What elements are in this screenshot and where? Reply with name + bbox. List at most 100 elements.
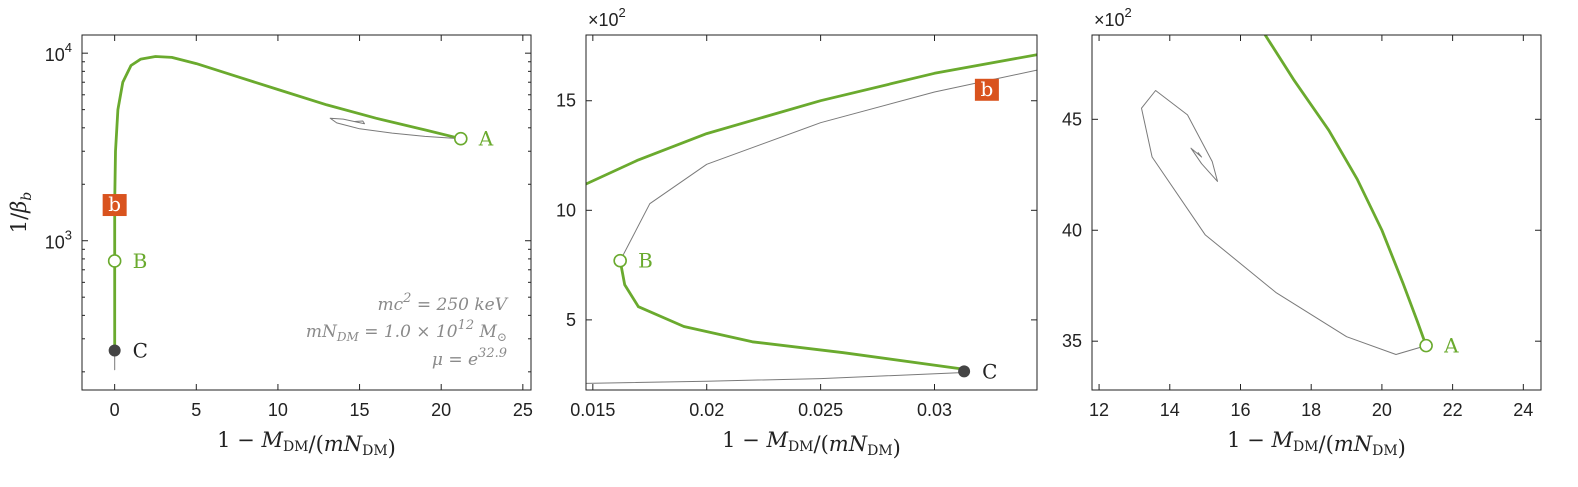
- x-tick-label: 0.03: [917, 400, 952, 420]
- x-tick-label: 0.02: [689, 400, 724, 420]
- x-tick-label: 0: [110, 400, 120, 420]
- point-label: C: [982, 359, 997, 383]
- axes-frame: [1091, 34, 1542, 391]
- x-tick-label: 20: [431, 400, 451, 420]
- x-axis-label-part: M: [765, 428, 788, 452]
- param-part: = 1.0 × 10: [359, 322, 458, 342]
- x-axis-label: 1 − MDM/(mNDM): [217, 428, 396, 460]
- x-tick-label: 12: [1089, 400, 1109, 420]
- x-tick-label: 25: [513, 400, 533, 420]
- point-label: A: [478, 127, 494, 151]
- x-axis-label: 1 − MDM/(mNDM): [722, 428, 901, 460]
- y-axis-label-part: b: [19, 192, 35, 201]
- axes-frame: [585, 34, 1038, 391]
- y-multiplier: ×102: [1094, 5, 1132, 30]
- point-label: B: [133, 249, 148, 273]
- param-part: mc: [378, 295, 404, 315]
- param-part: = 250 keV: [411, 295, 508, 315]
- series-line-1: [1263, 35, 1428, 347]
- x-axis-label-part: /(: [309, 432, 324, 456]
- x-tick-label: 14: [1160, 400, 1180, 420]
- y-tick-label: 104: [45, 40, 72, 65]
- x-axis-label-part: ): [1398, 436, 1406, 460]
- point-label: B: [638, 249, 653, 273]
- y-tick-label: 103: [45, 228, 72, 253]
- x-axis-label-part: /(: [814, 432, 829, 456]
- y-tick-label: 35: [1062, 331, 1082, 351]
- x-axis-label-part: M: [260, 428, 283, 452]
- y-tick-base: 10: [45, 45, 65, 65]
- y-tick-label: 10: [556, 200, 576, 220]
- series-line-2: [329, 117, 462, 140]
- x-tick-label: 0.015: [570, 400, 615, 420]
- y-tick-base: 10: [45, 233, 65, 253]
- param-mass: mc2 = 250 keV: [378, 291, 509, 315]
- series-line-1: [113, 55, 463, 352]
- x-tick-label: 16: [1230, 400, 1250, 420]
- x-axis-label: 1 − MDM/(mNDM): [1227, 428, 1406, 460]
- x-tick-label: 15: [350, 400, 370, 420]
- x-tick-label: 24: [1513, 400, 1533, 420]
- y-axis-label-part: 1/: [7, 212, 31, 233]
- series-line-1: [586, 53, 1037, 186]
- y-tick-label: 5: [566, 310, 576, 330]
- param-part: mN: [306, 322, 338, 342]
- x-tick-label: 18: [1301, 400, 1321, 420]
- branch-marker-label: b: [108, 192, 121, 216]
- axes-frame: [81, 34, 532, 391]
- y-multiplier-base: ×10: [1094, 10, 1125, 30]
- y-tick-label: 40: [1062, 220, 1082, 240]
- point-label: A: [1443, 334, 1459, 358]
- y-axis-label-part: β: [7, 201, 31, 214]
- y-multiplier-base: ×10: [588, 10, 619, 30]
- x-axis-label-part: mN: [1334, 432, 1373, 456]
- x-axis-label-part: DM: [362, 443, 388, 459]
- series-line-4: [586, 372, 965, 384]
- x-axis-label-part: 1 −: [722, 428, 766, 452]
- x-axis-label-part: ): [893, 436, 901, 460]
- x-tick-label: 22: [1443, 400, 1463, 420]
- x-axis-label-part: DM: [283, 439, 309, 455]
- series-line-2: [619, 69, 1037, 262]
- param-part: 12: [458, 318, 475, 333]
- x-axis-label-part: mN: [829, 432, 868, 456]
- x-axis-label-part: DM: [867, 443, 893, 459]
- x-axis-label-part: mN: [324, 432, 363, 456]
- branch-marker-box: [102, 194, 127, 217]
- param-chemical-potential: μ = e32.9: [432, 346, 507, 370]
- point-marker-filled: [958, 365, 971, 378]
- x-axis-label-part: DM: [1372, 443, 1398, 459]
- param-part: 32.9: [478, 346, 507, 361]
- y-tick-exp: 4: [65, 40, 72, 55]
- y-axis-label: 1/βb: [7, 192, 35, 234]
- y-tick-label: 45: [1062, 109, 1082, 129]
- x-tick-label: 5: [191, 400, 201, 420]
- point-marker-open: [613, 253, 627, 268]
- point-label: C: [133, 338, 148, 362]
- y-multiplier-exp: 2: [619, 5, 626, 20]
- y-tick-label: 15: [556, 91, 576, 111]
- series-line-2: [1141, 90, 1427, 355]
- y-multiplier: ×102: [588, 5, 626, 30]
- point-marker-open: [1419, 338, 1433, 353]
- point-marker-open: [453, 131, 468, 146]
- param-part: μ = e: [432, 350, 478, 370]
- x-axis-label-part: 1 −: [1227, 428, 1271, 452]
- param-part: DM: [336, 330, 360, 344]
- param-part: M: [474, 322, 497, 342]
- branch-marker-label: b: [980, 77, 993, 101]
- branch-marker-box: [974, 78, 999, 101]
- x-axis-label-part: DM: [788, 439, 814, 455]
- series-line-3: [618, 259, 966, 371]
- x-tick-label: 20: [1372, 400, 1392, 420]
- x-axis-label-part: M: [1270, 428, 1293, 452]
- x-tick-label: 0.025: [798, 400, 843, 420]
- point-marker-open: [107, 254, 122, 268]
- y-multiplier-exp: 2: [1125, 5, 1132, 20]
- x-tick-label: 10: [268, 400, 288, 420]
- point-marker-filled: [108, 344, 121, 357]
